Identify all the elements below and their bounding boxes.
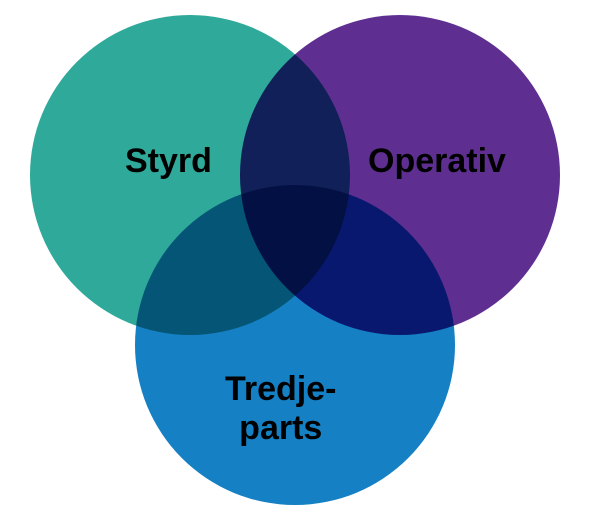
venn-label-right: Operativ [368,142,506,181]
venn-label-bottom: Tredje- parts [225,370,336,448]
venn-diagram: Styrd Operativ Tredje- parts [0,0,593,520]
venn-label-left: Styrd [125,142,212,181]
venn-circle-bottom [135,185,455,505]
